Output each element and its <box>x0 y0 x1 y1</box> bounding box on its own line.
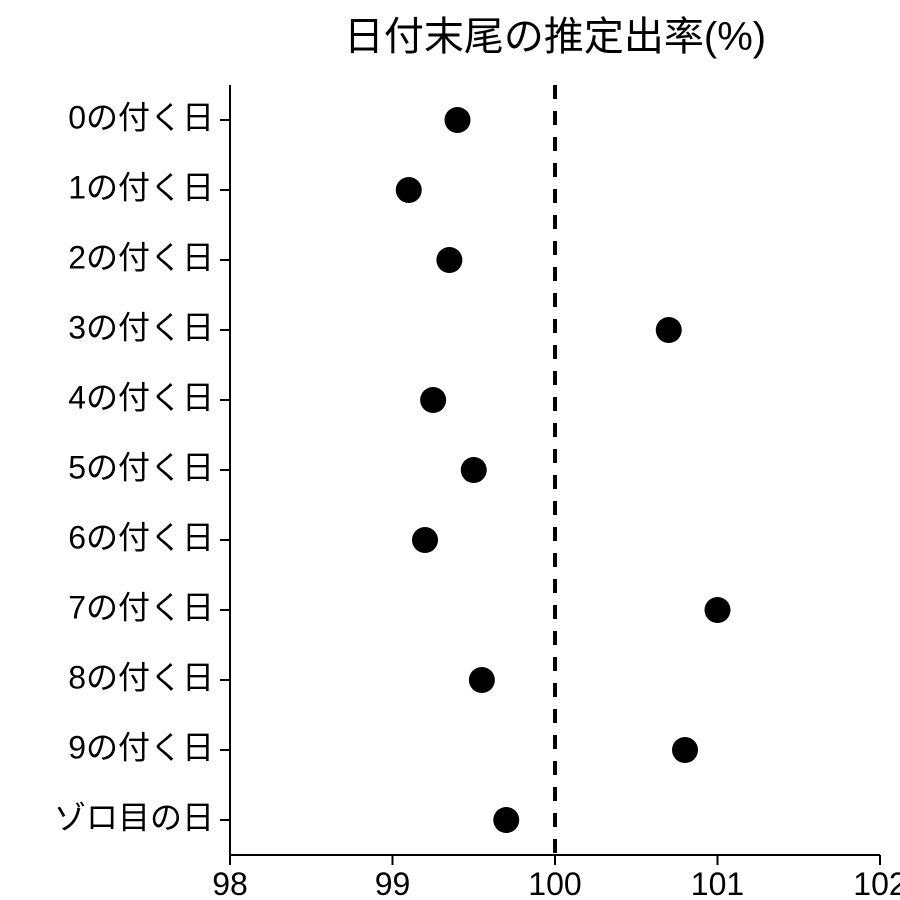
data-point <box>656 317 682 343</box>
y-tick-label: 6の付く日 <box>68 519 214 555</box>
data-point <box>469 667 495 693</box>
data-point <box>436 247 462 273</box>
y-tick-label: 2の付く日 <box>68 239 214 275</box>
y-tick-label: 8の付く日 <box>68 659 214 695</box>
x-tick-label: 101 <box>691 866 744 900</box>
y-tick-label: 7の付く日 <box>68 589 214 625</box>
data-point <box>672 737 698 763</box>
y-tick-label: 0の付く日 <box>68 99 214 135</box>
data-point <box>412 527 438 553</box>
x-tick-label: 102 <box>853 866 900 900</box>
y-tick-label: 3の付く日 <box>68 309 214 345</box>
y-tick-label: 5の付く日 <box>68 449 214 485</box>
y-tick-label: 4の付く日 <box>68 379 214 415</box>
x-tick-label: 99 <box>375 866 411 900</box>
data-point <box>445 107 471 133</box>
data-point <box>493 807 519 833</box>
x-tick-label: 100 <box>528 866 581 900</box>
y-tick-label: 9の付く日 <box>68 729 214 765</box>
data-point <box>420 387 446 413</box>
data-point <box>396 177 422 203</box>
chart-container: 日付末尾の推定出率(%) 0の付く日 1の付く日 2の付く日 3の付く日 4の付く日 5の付… <box>0 0 900 900</box>
data-point <box>705 597 731 623</box>
y-tick-label: 1の付く日 <box>68 169 214 205</box>
chart-title: 日付末尾の推定出率(%) <box>344 15 766 59</box>
data-point <box>461 457 487 483</box>
dot-plot-svg: 日付末尾の推定出率(%) 0の付く日 1の付く日 2の付く日 3の付く日 4の付く日 5の付… <box>0 0 900 900</box>
x-tick-label: 98 <box>212 866 248 900</box>
y-tick-label: ゾロ目の日 <box>54 799 214 835</box>
